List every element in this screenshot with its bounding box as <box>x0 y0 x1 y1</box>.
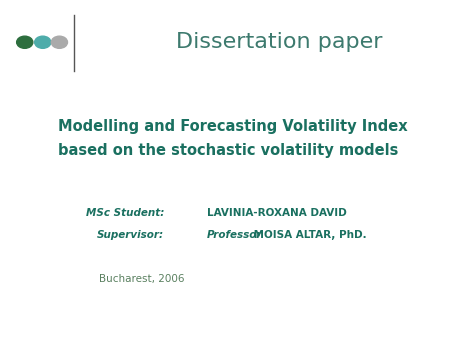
Text: Bucharest, 2006: Bucharest, 2006 <box>99 274 184 284</box>
Text: Professor: Professor <box>207 230 262 240</box>
Text: based on the stochastic volatility models: based on the stochastic volatility model… <box>58 143 399 158</box>
Text: Supervisor:: Supervisor: <box>97 230 164 240</box>
Text: LAVINIA-ROXANA DAVID: LAVINIA-ROXANA DAVID <box>207 208 347 218</box>
Text: MOISA ALTAR, PhD.: MOISA ALTAR, PhD. <box>250 230 366 240</box>
Text: Dissertation paper: Dissertation paper <box>176 32 382 52</box>
Text: Modelling and Forecasting Volatility Index: Modelling and Forecasting Volatility Ind… <box>58 119 408 134</box>
Text: MSc Student:: MSc Student: <box>86 208 164 218</box>
Circle shape <box>35 36 51 48</box>
Circle shape <box>51 36 68 48</box>
Circle shape <box>17 36 33 48</box>
